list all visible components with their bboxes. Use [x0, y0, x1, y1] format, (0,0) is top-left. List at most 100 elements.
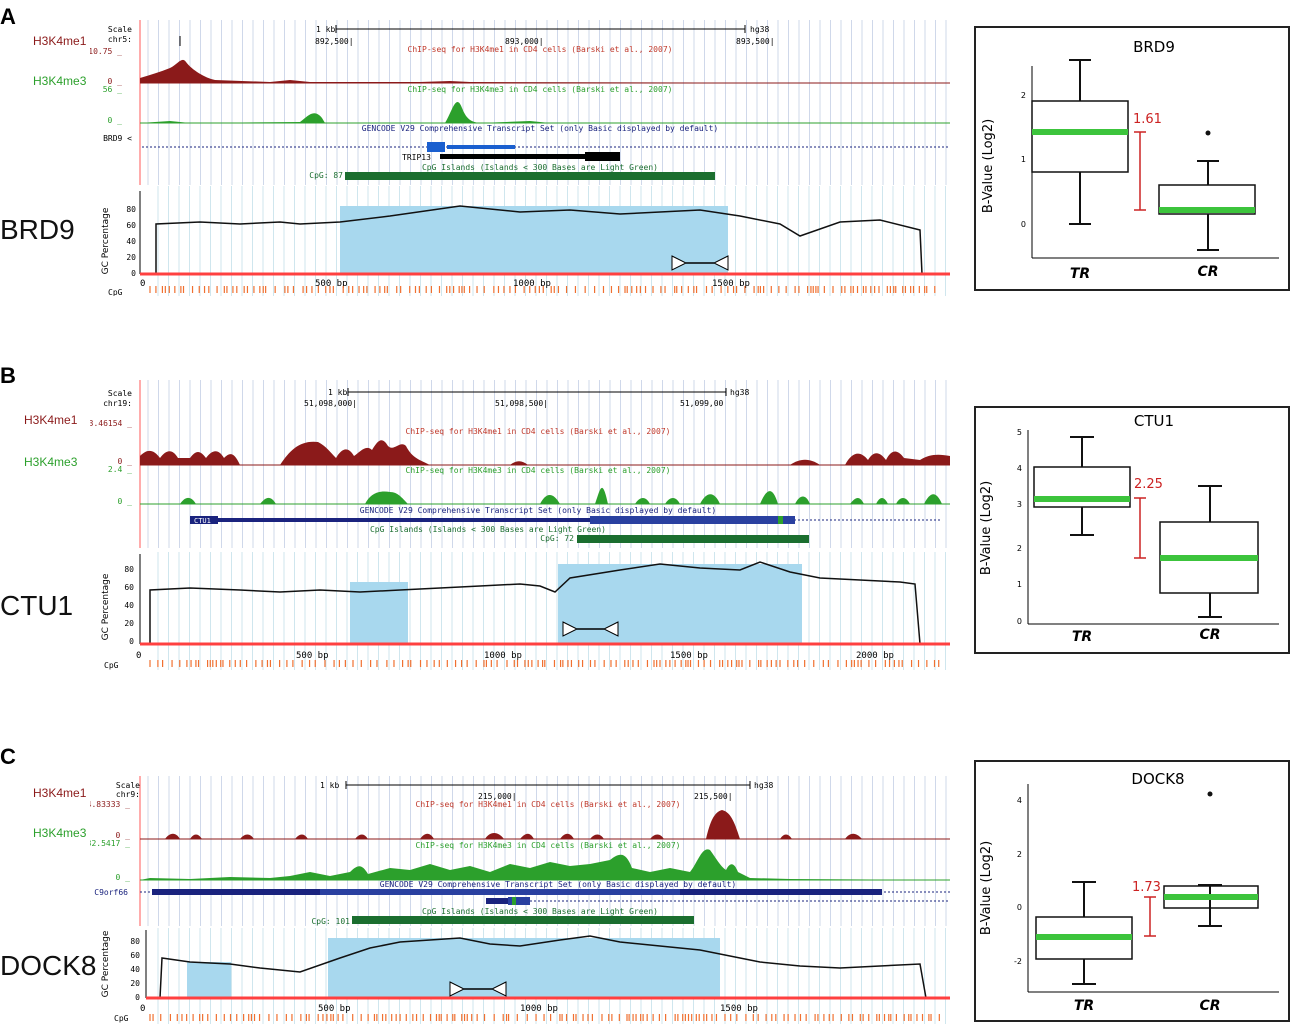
svg-text:215,000|: 215,000|	[478, 792, 517, 801]
h3k4me1-label-b: H3K4me1	[24, 413, 78, 427]
cpg-island-bar	[345, 172, 715, 180]
boxplot-frame-b	[974, 406, 1290, 654]
me3-signal-track	[140, 487, 942, 504]
gene-label-ctu1: CTU1	[0, 590, 74, 621]
genome-browser-b: Scale chr19: 1 kb hg38 51,098,000| 51,09…	[90, 380, 950, 548]
boxplot-frame-a	[974, 26, 1290, 291]
svg-text:500 bp: 500 bp	[315, 279, 348, 289]
svg-text:20: 20	[124, 619, 134, 628]
gc-plot-c: GC Percentage 80 60 40 20 0 0 500 bp 100…	[101, 928, 950, 1024]
svg-text:1500 bp: 1500 bp	[720, 1004, 758, 1014]
svg-text:80: 80	[124, 565, 134, 574]
h3k4me3-label-a: H3K4me3	[33, 74, 87, 88]
svg-text:20: 20	[130, 979, 140, 988]
cpg-row-label: CpG	[108, 288, 123, 296]
svg-text:2: 2	[1017, 544, 1022, 553]
svg-text:Scale: Scale	[116, 781, 140, 790]
svg-text:60: 60	[126, 221, 136, 230]
svg-text:GENCODE V29 Comprehensive Tran: GENCODE V29 Comprehensive Transcript Set…	[380, 880, 736, 889]
scale-text: 1 kb	[316, 25, 335, 34]
gencode-title: GENCODE V29 Comprehensive Transcript Set…	[362, 124, 718, 133]
svg-text:ChIP-seq for H3K4me3 in CD4 ce: ChIP-seq for H3K4me3 in CD4 cells (Barsk…	[406, 466, 671, 475]
assembly-label: hg38	[750, 25, 769, 34]
boxplot-title: BRD9	[1133, 38, 1175, 56]
primer-marker	[562, 621, 619, 637]
me3-signal-track	[140, 849, 950, 880]
svg-text:4.83333 _: 4.83333 _	[90, 800, 130, 809]
svg-text:40: 40	[126, 237, 136, 246]
me1-zero: 0 _	[108, 77, 123, 86]
gc-content-line	[155, 205, 923, 275]
h3k4me3-label-c: H3K4me3	[33, 826, 87, 840]
gene-tag-c9orf66: C9orf66	[94, 888, 128, 897]
svg-text:3.46154 _: 3.46154 _	[90, 419, 132, 428]
svg-text:hg38: hg38	[730, 388, 749, 397]
svg-text:60: 60	[130, 951, 140, 960]
svg-text:1000 bp: 1000 bp	[484, 651, 522, 661]
cpg-island-bar	[352, 916, 694, 924]
gc-ylabel: GC Percentage	[101, 207, 111, 274]
svg-text:0 _: 0 _	[116, 831, 131, 840]
svg-text:2.25: 2.25	[1134, 477, 1163, 492]
svg-text:TR: TR	[1072, 629, 1092, 645]
me3-zero: 0 _	[108, 116, 123, 125]
primer-marker	[671, 255, 729, 271]
svg-text:GC Percentage: GC Percentage	[101, 930, 111, 997]
svg-text:1000 bp: 1000 bp	[520, 1004, 558, 1014]
gc-content-line	[159, 935, 927, 999]
me3-title: ChIP-seq for H3K4me3 in CD4 cells (Barsk…	[408, 85, 673, 94]
svg-text:0: 0	[129, 637, 134, 646]
me1-title: ChIP-seq for H3K4me1 in CD4 cells (Barsk…	[408, 45, 673, 54]
gene-label-dock8: DOCK8	[0, 950, 97, 981]
chrom-label: chr5:	[108, 35, 132, 44]
svg-text:1000 bp: 1000 bp	[513, 279, 551, 289]
panel-letter-c: C	[0, 744, 16, 769]
svg-text:3: 3	[1017, 500, 1022, 509]
gene-tag-brd9: BRD9 <	[103, 134, 132, 143]
boxplot-ylabel: B-Value (Log2)	[981, 119, 996, 213]
me1-signal-track	[140, 59, 950, 83]
svg-text:0: 0	[140, 279, 145, 289]
gc-content-line	[149, 561, 921, 645]
position-2: 893,000|	[505, 37, 544, 46]
me1-signal-track	[140, 440, 950, 465]
svg-text:0: 0	[1017, 903, 1022, 912]
group-tr: TR	[1070, 266, 1090, 282]
svg-text:20: 20	[126, 253, 136, 262]
svg-text:CR: CR	[1199, 998, 1220, 1014]
panel-letter-a: A	[0, 4, 16, 29]
box-tr	[1035, 881, 1133, 985]
svg-text:2000 bp: 2000 bp	[856, 651, 894, 661]
svg-text:80: 80	[126, 205, 136, 214]
svg-text:0: 0	[131, 269, 136, 278]
svg-text:CpG: CpG	[114, 1014, 129, 1023]
cpg-title: CpG Islands (Islands < 300 Bases are Lig…	[422, 163, 658, 172]
boxplot-frame-c	[974, 760, 1290, 1022]
svg-text:0 _: 0 _	[116, 873, 131, 882]
svg-text:2: 2	[1017, 850, 1022, 859]
svg-text:DOCK8: DOCK8	[1131, 770, 1184, 788]
svg-text:CTU1: CTU1	[1134, 412, 1174, 430]
diff-bracket	[1134, 497, 1146, 559]
gc-plot-b: GC Percentage 80 60 40 20 0 0 500 bp 100…	[101, 552, 950, 670]
genome-browser-c: Scale chr9: 1 kb hg38 215,000| 215,500| …	[90, 776, 950, 926]
genome-browser-a: Scale chr5: 1 kb hg38 892,500| 893,000| …	[90, 20, 950, 185]
svg-text:GENCODE V29 Comprehensive Tran: GENCODE V29 Comprehensive Transcript Set…	[360, 506, 716, 515]
svg-text:ChIP-seq for H3K4me1 in CD4 ce: ChIP-seq for H3K4me1 in CD4 cells (Barsk…	[416, 800, 681, 809]
boxplot-c: DOCK8 B-Value (Log2) 4 2 0 -2 1.73 TR CR	[979, 770, 1279, 1014]
svg-text:2: 2	[1021, 91, 1026, 100]
svg-text:GC Percentage: GC Percentage	[101, 573, 111, 640]
svg-text:Scale: Scale	[108, 389, 132, 398]
position-1: 892,500|	[315, 37, 354, 46]
svg-text:1.73: 1.73	[1132, 880, 1161, 895]
svg-text:1: 1	[1021, 155, 1026, 164]
box-cr	[1159, 485, 1259, 618]
svg-text:CpG Islands (Islands < 300 Bas: CpG Islands (Islands < 300 Bases are Lig…	[422, 907, 658, 916]
cpg-island-label: CpG: 87	[309, 171, 343, 180]
dock8-transcript	[486, 898, 508, 904]
diff-bracket	[1134, 131, 1146, 211]
svg-text:0 _: 0 _	[118, 497, 133, 506]
gene-tag-ctu1: CTU1	[194, 517, 211, 525]
svg-text:0: 0	[136, 651, 141, 661]
svg-text:1500 bp: 1500 bp	[712, 279, 750, 289]
